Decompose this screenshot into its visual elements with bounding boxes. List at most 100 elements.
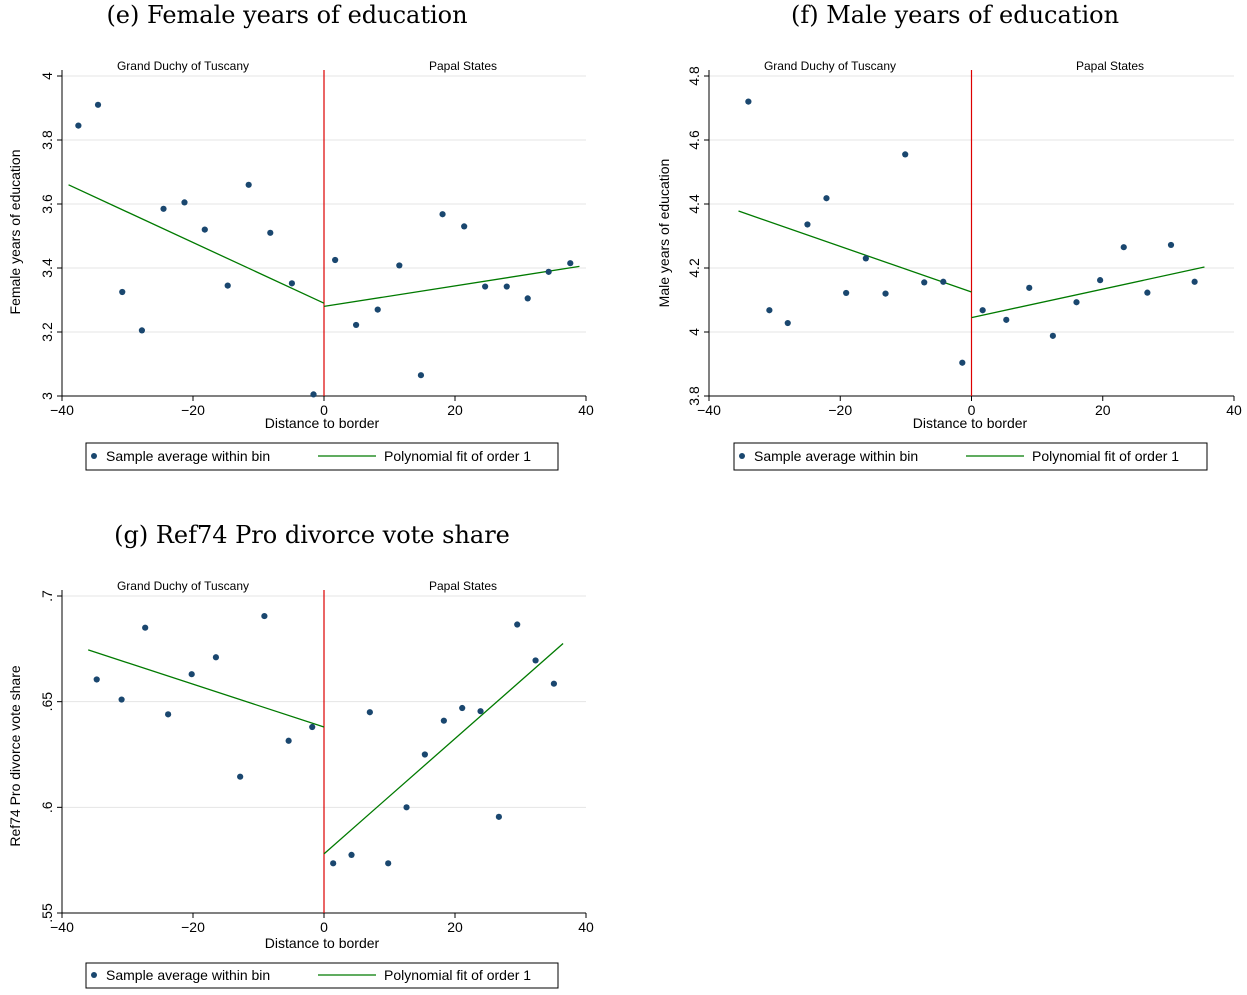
left-region-label: Grand Duchy of Tuscany [117, 579, 249, 593]
y-tick-label: 3.8 [686, 386, 702, 406]
data-point [439, 211, 446, 218]
y-axis-label: Male years of education [656, 159, 672, 308]
x-tick-label: 0 [320, 919, 328, 935]
data-point [142, 624, 149, 631]
data-point [330, 860, 337, 867]
chart-title: (g) Ref74 Pro divorce vote share [114, 521, 510, 549]
chart-panel-g: (g) Ref74 Pro divorce vote share Grand D… [0, 520, 600, 995]
y-tick-label: 3.6 [39, 194, 55, 214]
y-tick-label: 3.2 [39, 322, 55, 342]
data-point [374, 306, 381, 313]
x-tick-label: 20 [447, 919, 463, 935]
data-point [1003, 316, 1010, 323]
data-point [503, 283, 510, 290]
data-point [1073, 299, 1080, 306]
data-point [417, 372, 425, 379]
data-point [567, 260, 574, 267]
legend-point-marker [739, 453, 745, 459]
data-point [524, 295, 531, 302]
data-point [959, 359, 966, 366]
y-axis-label: Ref74 Pro divorce vote share [7, 665, 23, 847]
x-tick-label: 20 [447, 402, 463, 418]
data-point [138, 327, 146, 334]
data-point [461, 223, 468, 230]
x-axis-label: Distance to border [265, 415, 380, 431]
data-point [979, 307, 986, 314]
y-tick-label: .55 [39, 903, 55, 923]
data-point [309, 723, 316, 731]
data-point [843, 289, 850, 297]
legend-points-label: Sample average within bin [106, 967, 270, 983]
legend-points-label: Sample average within bin [754, 448, 918, 464]
y-tick-label: 4 [39, 72, 55, 80]
data-point [495, 813, 502, 820]
fit-line [738, 210, 972, 293]
legend-point-marker [91, 453, 97, 459]
fit-line [323, 643, 564, 855]
y-tick-label: .6 [39, 801, 55, 813]
data-point [94, 101, 102, 108]
y-tick-label: 3 [39, 392, 55, 400]
data-point [550, 680, 558, 687]
x-tick-label: −20 [181, 402, 205, 418]
x-tick-label: −40 [50, 919, 74, 935]
x-tick-label: 0 [320, 402, 328, 418]
y-tick-label: 3.4 [39, 258, 55, 278]
data-point [118, 696, 125, 703]
data-point [421, 751, 428, 758]
data-point [482, 283, 489, 290]
x-tick-label: −40 [50, 402, 74, 418]
data-point [477, 708, 484, 715]
right-region-label: Papal States [429, 579, 497, 593]
x-tick-label: −40 [697, 402, 721, 418]
chart-panel-f: (f) Male years of education Grand Duchy … [647, 0, 1247, 475]
x-tick-label: −20 [828, 402, 852, 418]
data-point [1097, 277, 1104, 284]
data-point [804, 221, 811, 228]
data-point [261, 612, 268, 620]
chart-panel-e: (e) Female years of education Grand Duch… [0, 0, 600, 475]
fit-line [323, 265, 580, 308]
data-point [766, 307, 773, 314]
data-point [514, 621, 521, 628]
legend-point-marker [91, 972, 97, 978]
legend-points-label: Sample average within bin [106, 448, 270, 464]
left-region-label: Grand Duchy of Tuscany [117, 59, 249, 73]
data-point [267, 229, 274, 236]
y-axis-label: Female years of education [7, 150, 23, 315]
y-tick-label: 4.4 [686, 194, 702, 214]
y-tick-label: .65 [39, 692, 55, 712]
data-point [160, 205, 167, 212]
data-point [823, 195, 830, 202]
chart-title: (f) Male years of education [791, 1, 1119, 29]
y-tick-label: .7 [39, 590, 55, 602]
data-point [921, 279, 928, 286]
y-tick-label: 4.6 [686, 130, 702, 150]
data-point [396, 262, 403, 269]
fit-line [971, 266, 1205, 319]
x-tick-label: −20 [181, 919, 205, 935]
y-tick-label: 4.2 [686, 258, 702, 278]
y-tick-label: 3.8 [39, 130, 55, 150]
data-point [245, 181, 252, 188]
data-point [459, 704, 466, 712]
x-axis-label: Distance to border [265, 935, 380, 951]
right-region-label: Papal States [1076, 59, 1144, 73]
fit-line [87, 649, 325, 728]
legend: Sample average within bin Polynomial fit… [85, 962, 559, 989]
data-point [348, 851, 355, 858]
x-tick-label: 40 [578, 402, 594, 418]
chart-e-svg: (e) Female years of education Grand Duch… [7, 1, 594, 471]
data-point [212, 654, 220, 661]
data-point [1120, 244, 1127, 251]
data-point [352, 321, 360, 329]
x-tick-label: 40 [578, 919, 594, 935]
y-tick-label: 4 [686, 328, 702, 336]
data-point [119, 288, 126, 296]
legend: Sample average within bin Polynomial fit… [85, 442, 559, 471]
legend-fit-label: Polynomial fit of order 1 [384, 448, 531, 464]
data-point [784, 319, 791, 327]
x-tick-label: 0 [968, 402, 976, 418]
left-region-label: Grand Duchy of Tuscany [764, 59, 896, 73]
x-tick-label: 20 [1095, 402, 1111, 418]
